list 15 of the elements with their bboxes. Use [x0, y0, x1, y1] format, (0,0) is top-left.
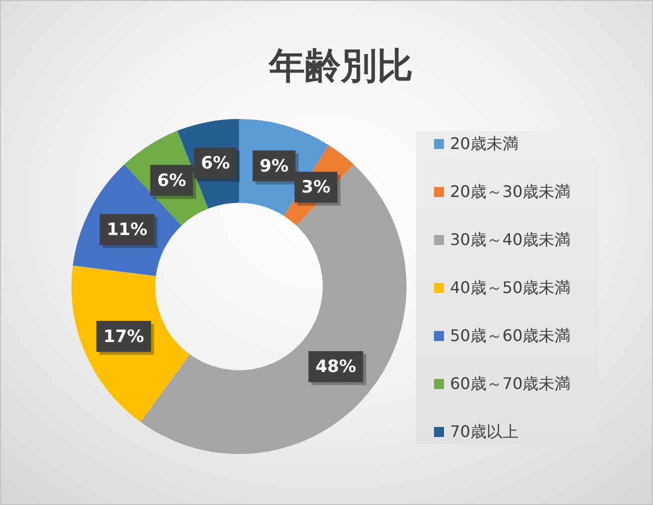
data-label: 9% — [260, 156, 288, 176]
chart-title: 年齢別比 — [267, 45, 414, 89]
legend-label: 20歳未満 — [450, 134, 518, 154]
data-label: 6% — [201, 154, 230, 174]
legend-label: 30歳～40歳未満 — [450, 230, 571, 250]
data-label: 17% — [103, 326, 144, 347]
legend-label: 70歳以上 — [450, 422, 518, 442]
data-label: 11% — [106, 220, 148, 240]
data-label: 6% — [157, 170, 186, 191]
data-label: 3% — [302, 178, 330, 198]
legend-label: 60歳～70歳未満 — [450, 374, 571, 394]
legend-label: 50歳～60歳未満 — [450, 326, 571, 346]
data-label: 48% — [315, 357, 356, 377]
legend-label: 20歳～30歳未満 — [450, 182, 571, 202]
legend-label: 40歳～50歳未満 — [450, 278, 571, 298]
